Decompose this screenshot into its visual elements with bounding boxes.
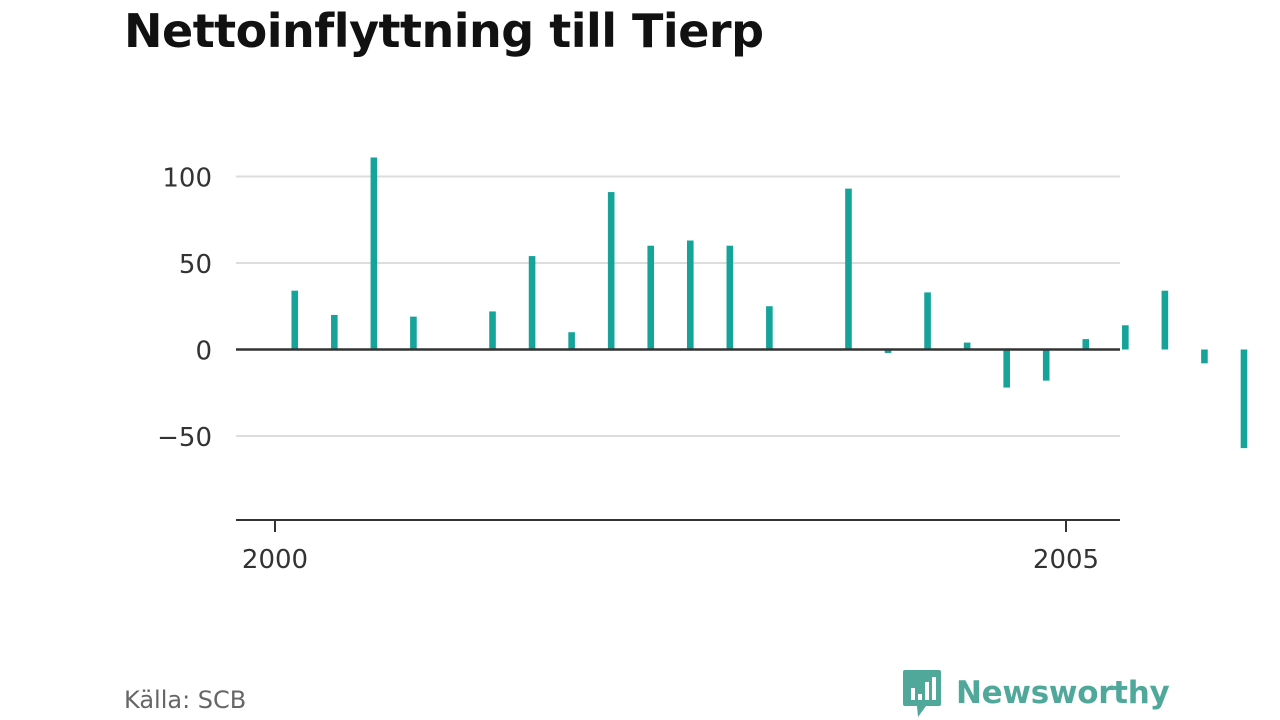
bar bbox=[1042, 349, 1050, 381]
gridlines bbox=[236, 175, 1120, 437]
bar bbox=[528, 256, 536, 350]
bar bbox=[647, 245, 655, 350]
brand-logo: Newsworthy bbox=[902, 668, 1170, 718]
bar bbox=[963, 342, 971, 350]
newsworthy-logo-icon bbox=[903, 670, 941, 717]
bar bbox=[370, 157, 378, 350]
chart-title: Nettoinflyttning till Tierp bbox=[124, 4, 764, 58]
bars bbox=[291, 157, 1248, 449]
bar bbox=[766, 306, 773, 350]
bar bbox=[607, 192, 615, 350]
bar bbox=[726, 245, 734, 350]
bar bbox=[1082, 339, 1090, 350]
bar bbox=[1201, 349, 1208, 364]
bar bbox=[489, 311, 496, 350]
bar bbox=[410, 316, 417, 350]
x-tick-label: 2000 bbox=[242, 545, 308, 575]
bar bbox=[686, 240, 694, 350]
bar bbox=[291, 290, 299, 350]
x-tick-label: 2005 bbox=[1033, 545, 1099, 575]
brand-name: Newsworthy bbox=[956, 675, 1170, 711]
bar bbox=[924, 292, 931, 350]
bar bbox=[1122, 325, 1129, 350]
bar bbox=[1003, 349, 1010, 388]
bar bbox=[1240, 349, 1248, 449]
y-tick-label: 100 bbox=[162, 164, 212, 194]
bar bbox=[845, 188, 852, 350]
bar bbox=[884, 349, 892, 353]
y-tick-label: 0 bbox=[195, 337, 212, 367]
bar bbox=[568, 332, 575, 350]
source-note: Källa: SCB bbox=[124, 686, 247, 714]
bar bbox=[1161, 290, 1169, 350]
bar bbox=[331, 314, 338, 350]
y-tick-label: 50 bbox=[179, 250, 212, 280]
y-tick-label: −50 bbox=[157, 423, 212, 453]
